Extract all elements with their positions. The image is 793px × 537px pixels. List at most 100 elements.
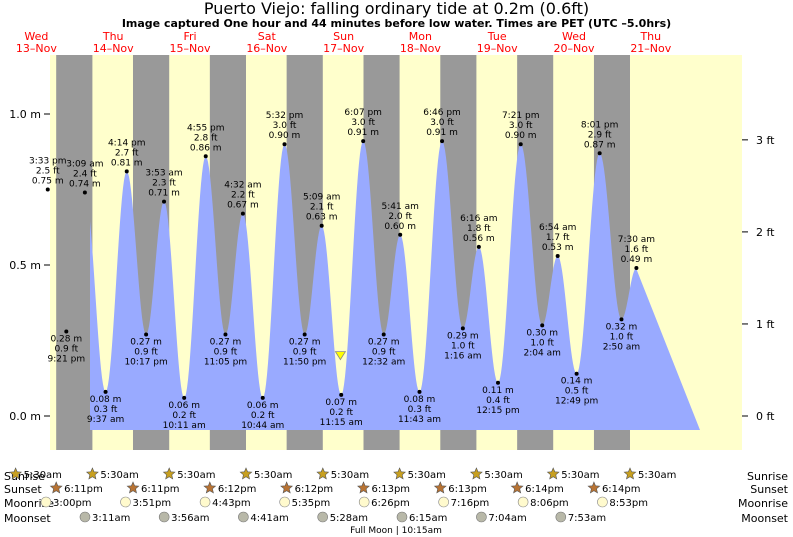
- tide-label: 1.6 ft: [625, 245, 649, 255]
- tide-label: 1.0 ft: [610, 332, 634, 342]
- tide-label: 11:43 am: [398, 415, 441, 425]
- sunset-time: 6:12pm: [218, 484, 257, 495]
- tide-label: 0.14 m: [561, 377, 593, 387]
- tide-label: 2.1 ft: [310, 203, 334, 213]
- day-headers: Wed13–NovThu14–NovFri15–NovSat16–NovSun1…: [16, 30, 672, 55]
- moonrise-time: 7:16pm: [451, 498, 490, 509]
- tide-point: [476, 244, 481, 249]
- moonset-time: 7:04am: [488, 513, 526, 524]
- day-date: 18–Nov: [400, 42, 441, 55]
- tide-label: 7:30 am: [618, 235, 655, 245]
- tide-point: [82, 190, 87, 195]
- tide-label: 6:54 am: [539, 223, 576, 233]
- sunset-time: 6:12pm: [295, 484, 334, 495]
- tide-label: 0.90 m: [269, 131, 301, 141]
- tide-label: 12:15 pm: [476, 406, 519, 416]
- tide-label: 0.32 m: [606, 322, 638, 332]
- tide-label: 0.87 m: [584, 140, 616, 150]
- sunset-icon: [357, 481, 370, 494]
- tide-label: 0.30 m: [526, 328, 558, 338]
- day-name: Thu: [639, 30, 661, 43]
- tide-label: 0.08 m: [404, 395, 436, 405]
- tide-label: 11:05 pm: [204, 357, 247, 367]
- moonset-icon: [396, 511, 408, 523]
- tide-label: 1.8 ft: [467, 224, 491, 234]
- tide-point: [381, 332, 386, 337]
- tide-label: 10:17 pm: [124, 357, 167, 367]
- sunset-time: 6:11pm: [141, 484, 180, 495]
- tide-label: 4:55 pm: [187, 123, 225, 133]
- chart-subtitle: Image captured One hour and 44 minutes b…: [121, 17, 672, 30]
- moonset-icon: [476, 511, 487, 523]
- current-level-marker: [334, 351, 347, 361]
- sunset-icon: [126, 481, 140, 494]
- day-name: Fri: [183, 30, 196, 43]
- y-right-tick-label: 3 ft: [756, 134, 775, 147]
- tide-label: 2.4 ft: [73, 170, 97, 180]
- tide-label: 0.28 m: [50, 334, 82, 344]
- tide-point: [203, 154, 208, 159]
- day-date: 14–Nov: [93, 42, 134, 55]
- tide-label: 0.2 ft: [329, 408, 353, 418]
- tide-label: 0.75 m: [32, 177, 64, 187]
- tide-label: 8:01 pm: [581, 120, 619, 130]
- moonrise-time: 3:51pm: [133, 498, 172, 509]
- tide-point: [302, 332, 307, 337]
- day-date: 20–Nov: [554, 42, 595, 55]
- sunrise-icon: [162, 467, 176, 480]
- tide-point: [574, 371, 579, 376]
- tide-label: 3:33 pm: [29, 157, 67, 167]
- tide-label: 4:32 am: [224, 181, 261, 191]
- tide-label: 3.0 ft: [430, 118, 454, 128]
- sunrise-icon: [239, 467, 253, 480]
- tide-point: [240, 211, 245, 216]
- axes: 1.0 m 0.5 m 0.0 m 3 ft 2 ft 1 ft 0 ft: [9, 108, 775, 423]
- tide-point: [144, 332, 149, 337]
- moonset-row-label-right: Moonset: [741, 512, 788, 525]
- y-left-tick-label: 0.0 m: [9, 410, 41, 423]
- tide-label: 1.7 ft: [546, 233, 570, 243]
- y-right-tick-label: 1 ft: [756, 318, 775, 331]
- day-date: 16–Nov: [246, 42, 287, 55]
- tide-label: 1:16 am: [444, 351, 481, 361]
- day-name: Sat: [258, 30, 277, 43]
- tide-label: 0.3 ft: [408, 405, 432, 415]
- tide-label: 3.0 ft: [273, 121, 297, 131]
- moonset-time: 6:15am: [409, 513, 447, 524]
- sunset-icon: [587, 481, 601, 494]
- moonrise-icon: [199, 496, 211, 508]
- moonrise-time: 3:00pm: [53, 498, 92, 509]
- tide-point: [103, 389, 108, 394]
- tide-point: [45, 187, 50, 192]
- sunset-time: 6:11pm: [64, 484, 103, 495]
- tide-label: 5:32 pm: [266, 111, 304, 121]
- tide-label: 0.91 m: [426, 128, 458, 138]
- tide-label: 3:09 am: [66, 160, 103, 170]
- tide-label: 11:50 pm: [283, 357, 326, 367]
- tide-point: [440, 139, 445, 144]
- tide-point: [124, 169, 129, 174]
- tide-label: 2.0 ft: [388, 212, 412, 222]
- tide-point: [223, 332, 228, 337]
- tide-label: 0.9 ft: [214, 347, 238, 357]
- sunrise-time: 5:30am: [177, 470, 215, 481]
- tide-label: 1.0 ft: [530, 338, 554, 348]
- tide-label: 12:49 pm: [555, 397, 598, 407]
- sunrise-time: 5:30am: [638, 470, 676, 481]
- tide-point: [398, 232, 403, 237]
- day-date: 17–Nov: [323, 42, 364, 55]
- sunrise-icon: [623, 467, 637, 480]
- tide-label: 0.08 m: [90, 395, 122, 405]
- tide-point: [597, 151, 602, 156]
- tide-label: 0.81 m: [111, 158, 143, 168]
- tide-label: 0.2 ft: [172, 411, 196, 421]
- sunrise-icon: [546, 467, 560, 480]
- moonrise-time: 5:35pm: [292, 498, 331, 509]
- chart-title: Puerto Viejo: falling ordinary tide at 0…: [203, 0, 590, 18]
- tide-point: [417, 389, 422, 394]
- tide-label: 0.53 m: [542, 243, 574, 253]
- tide-curve: [90, 141, 700, 430]
- sunrise-time: 5:30am: [24, 470, 62, 481]
- day-name: Tue: [487, 30, 507, 43]
